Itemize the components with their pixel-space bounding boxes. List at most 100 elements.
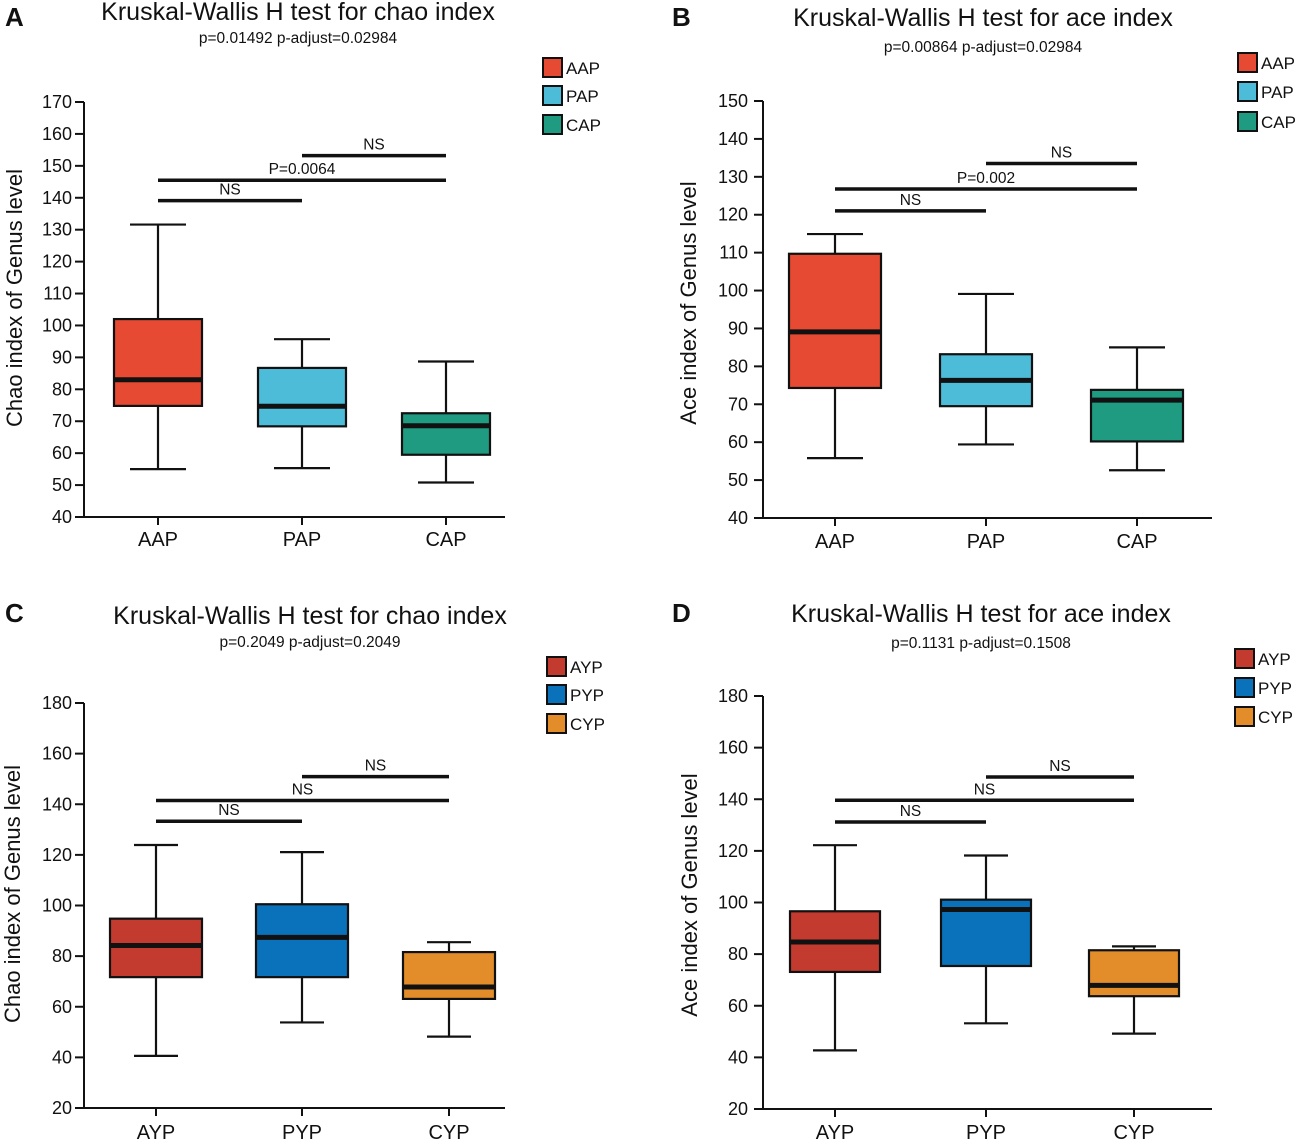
legend-swatch	[542, 57, 563, 78]
significance-label: NS	[363, 137, 385, 154]
legend-swatch	[1237, 81, 1258, 102]
chart-subtitle: p=0.00864 p-adjust=0.02984	[884, 39, 1083, 56]
chart-title: Kruskal-Wallis H test for chao index	[101, 0, 495, 26]
x-tick-label: AYP	[816, 1122, 855, 1141]
box-aap	[787, 232, 883, 460]
legend-swatch	[1234, 706, 1255, 727]
y-tick-label: 150	[42, 156, 72, 176]
y-tick-label: 80	[728, 944, 748, 964]
x-tick-label: AAP	[815, 531, 855, 553]
box-ayp	[788, 844, 882, 1052]
y-tick-label: 160	[42, 744, 72, 764]
box-iqr	[1087, 949, 1181, 998]
significance-label: NS	[974, 781, 996, 798]
box-cap	[400, 360, 492, 484]
y-tick-label: 50	[52, 475, 72, 495]
panel-a: A Kruskal-Wallis H test for chao index p=0…	[2, 0, 601, 551]
y-tick-label: 120	[718, 841, 748, 861]
y-tick-label: 60	[728, 432, 748, 452]
y-tick-label: 20	[728, 1099, 748, 1119]
legend-swatch	[1237, 52, 1258, 73]
y-tick-label: 100	[42, 896, 72, 916]
y-axis-label: Chao index of Genus level	[0, 765, 25, 1023]
y-tick-label: 90	[728, 318, 748, 338]
panel-b: B Kruskal-Wallis H test for ace index p=0.…	[672, 2, 1296, 553]
legend: AAP PAP CAP	[1237, 52, 1296, 132]
chart-subtitle: p=0.01492 p-adjust=0.02984	[199, 30, 398, 47]
significance-label: NS	[218, 802, 240, 819]
panel-d: D Kruskal-Wallis H test for ace index p=0.…	[672, 598, 1293, 1141]
legend: AAP PAP CAP	[542, 57, 601, 135]
y-tick-label: 70	[52, 411, 72, 431]
y-tick-label: 120	[42, 845, 72, 865]
significance-label: NS	[292, 781, 314, 798]
significance-label: NS	[900, 192, 922, 209]
box-iqr	[112, 317, 204, 408]
legend-label: AAP	[1261, 54, 1295, 73]
x-tick-label: AAP	[138, 529, 178, 551]
box-cyp	[401, 941, 497, 1038]
y-tick-label: 140	[718, 129, 748, 149]
y-tick-label: 40	[728, 508, 748, 528]
x-tick-label: CYP	[428, 1122, 469, 1141]
box-pyp	[254, 850, 350, 1024]
significance-label: NS	[219, 182, 241, 199]
y-tick-label: 140	[42, 188, 72, 208]
y-tick-label: 110	[719, 243, 748, 263]
legend-label: CAP	[566, 116, 601, 135]
y-tick-label: 60	[728, 996, 748, 1016]
box-ayp	[108, 843, 204, 1057]
y-tick-label: 140	[42, 794, 72, 814]
legend-label: CYP	[1258, 708, 1293, 727]
y-tick-label: 110	[43, 284, 72, 304]
panel-letter: D	[672, 598, 691, 628]
y-tick-label: 130	[42, 220, 72, 240]
y-tick-label: 80	[728, 356, 748, 376]
panel-c: C Kruskal-Wallis H test for chao index p=0…	[0, 598, 605, 1141]
significance-label: NS	[365, 758, 387, 775]
legend-swatch	[1237, 111, 1258, 132]
legend-swatch	[542, 114, 563, 135]
legend-label: AYP	[570, 658, 603, 677]
y-axis-label: Chao index of Genus level	[2, 169, 27, 427]
y-tick-label: 40	[52, 1047, 72, 1067]
y-tick-label: 180	[718, 686, 748, 706]
x-tick-label: CAP	[425, 529, 466, 551]
box-pap	[256, 338, 348, 470]
y-tick-label: 80	[52, 379, 72, 399]
legend-swatch	[1234, 677, 1255, 698]
legend-label: AYP	[1258, 650, 1291, 669]
y-axis-label: Ace index of Genus level	[676, 181, 701, 424]
y-tick-label: 140	[718, 789, 748, 809]
x-tick-label: PYP	[282, 1122, 322, 1141]
x-tick-label: CYP	[1113, 1122, 1154, 1141]
box-cyp	[1087, 945, 1181, 1035]
y-tick-label: 70	[728, 394, 748, 414]
significance-label: NS	[1051, 145, 1073, 162]
box-iqr	[256, 366, 348, 428]
chart-title: Kruskal-Wallis H test for ace index	[793, 4, 1173, 32]
box-pap	[938, 292, 1034, 446]
legend-label: CAP	[1261, 113, 1296, 132]
y-tick-label: 160	[42, 124, 72, 144]
chart-subtitle: p=0.1131 p-adjust=0.1508	[891, 635, 1071, 652]
significance-label: P=0.0064	[269, 161, 336, 178]
chart-title: Kruskal-Wallis H test for ace index	[791, 600, 1171, 628]
y-axis-label: Ace index of Genus level	[677, 773, 702, 1016]
box-iqr	[1089, 388, 1185, 443]
y-tick-label: 100	[718, 281, 748, 301]
box-iqr	[400, 412, 492, 456]
legend-swatch	[546, 684, 567, 705]
y-tick-label: 40	[52, 507, 72, 527]
legend-label: PAP	[566, 87, 599, 106]
legend-swatch	[546, 656, 567, 677]
box-iqr	[787, 252, 883, 390]
y-tick-label: 100	[42, 315, 72, 335]
significance-label: P=0.002	[957, 170, 1015, 187]
x-tick-label: CAP	[1116, 531, 1157, 553]
legend-label: PYP	[570, 686, 604, 705]
chart-subtitle: p=0.2049 p-adjust=0.2049	[220, 634, 401, 651]
legend-label: AAP	[566, 59, 600, 78]
y-tick-label: 170	[42, 92, 72, 112]
